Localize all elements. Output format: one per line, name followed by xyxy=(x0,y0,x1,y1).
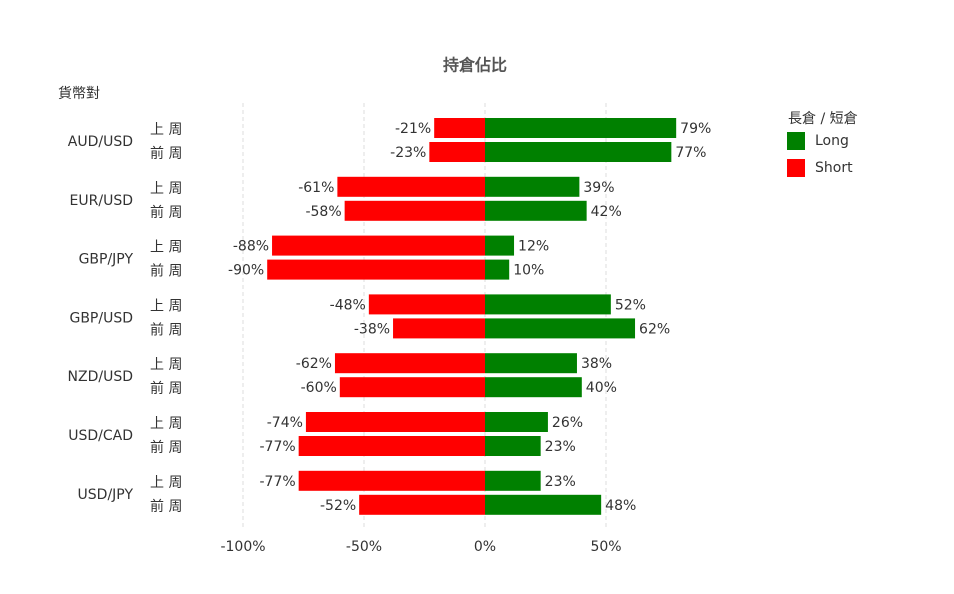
bar xyxy=(485,494,602,515)
value-label: 23% xyxy=(545,474,576,490)
value-label: 62% xyxy=(639,321,670,337)
legend-swatch xyxy=(787,132,805,150)
bar xyxy=(485,436,541,456)
period-label: 前 周 xyxy=(150,204,182,221)
category-label: USD/CAD xyxy=(68,428,133,444)
bar xyxy=(337,176,485,197)
category-label: GBP/JPY xyxy=(79,252,134,268)
period-label: 上 周 xyxy=(150,475,182,491)
value-label: 39% xyxy=(583,180,614,196)
value-label: -23% xyxy=(390,145,426,161)
category-label: GBP/USD xyxy=(69,310,133,326)
bar xyxy=(485,318,636,339)
value-label: -60% xyxy=(301,380,337,396)
category-label: USD/JPY xyxy=(78,487,134,503)
bar xyxy=(298,436,485,456)
value-label: -77% xyxy=(259,439,295,455)
period-label: 上 周 xyxy=(150,416,182,432)
period-label: 上 周 xyxy=(150,298,182,314)
bar xyxy=(359,494,485,515)
legend-label: Short xyxy=(815,160,853,176)
value-label: -52% xyxy=(320,498,356,514)
value-label: -74% xyxy=(267,415,303,431)
value-label: -77% xyxy=(259,474,295,490)
value-label: -58% xyxy=(305,204,341,220)
value-label: 48% xyxy=(605,498,636,514)
value-label: 52% xyxy=(615,297,646,313)
value-label: -90% xyxy=(228,263,264,279)
x-tick-label: 0% xyxy=(474,539,496,555)
value-label: 79% xyxy=(680,121,711,137)
period-label: 上 周 xyxy=(150,181,182,197)
value-label: -62% xyxy=(296,356,332,372)
bar xyxy=(485,118,677,138)
period-label: 上 周 xyxy=(150,357,182,373)
chart-title: 持倉佔比 xyxy=(443,56,507,75)
bar xyxy=(267,259,485,280)
bar xyxy=(485,377,582,398)
x-tick-label: 50% xyxy=(590,539,621,555)
value-label: -21% xyxy=(395,121,431,137)
value-label: 10% xyxy=(513,263,544,279)
bar xyxy=(434,118,485,138)
bar xyxy=(485,353,577,374)
value-label: 12% xyxy=(518,239,549,255)
y-axis-label: 貨幣對 xyxy=(58,85,100,102)
period-label: 前 周 xyxy=(150,439,182,456)
value-label: 23% xyxy=(545,439,576,455)
x-tick-label: -50% xyxy=(346,539,382,555)
period-label: 上 周 xyxy=(150,122,182,138)
bar xyxy=(485,259,510,280)
category-label: NZD/USD xyxy=(68,369,133,385)
bar xyxy=(485,176,580,197)
category-label: EUR/USD xyxy=(70,193,133,209)
x-tick-label: -100% xyxy=(220,539,265,555)
value-label: 77% xyxy=(675,145,706,161)
bar xyxy=(485,294,611,315)
value-label: 40% xyxy=(586,380,617,396)
legend-title: 長倉 / 短倉 xyxy=(788,111,858,127)
bar xyxy=(368,294,485,315)
period-label: 前 周 xyxy=(150,145,182,162)
bar xyxy=(272,235,485,256)
bar xyxy=(344,200,485,221)
period-label: 前 周 xyxy=(150,380,182,397)
value-label: -88% xyxy=(233,239,269,255)
bar xyxy=(485,200,587,221)
legend-swatch xyxy=(787,159,805,177)
period-label: 上 周 xyxy=(150,240,182,256)
value-label: 38% xyxy=(581,356,612,372)
value-label: -61% xyxy=(298,180,334,196)
value-label: 26% xyxy=(552,415,583,431)
bar xyxy=(485,470,541,491)
category-label: AUD/USD xyxy=(68,134,133,150)
legend-label: Long xyxy=(815,133,849,149)
bar xyxy=(429,142,485,162)
bar xyxy=(485,235,515,256)
bar xyxy=(393,318,485,339)
bar xyxy=(485,142,672,162)
bar xyxy=(334,353,485,374)
value-label: 42% xyxy=(591,204,622,220)
bar xyxy=(305,412,485,432)
bar xyxy=(298,470,485,491)
bar xyxy=(339,377,485,398)
value-label: -38% xyxy=(354,321,390,337)
period-label: 前 周 xyxy=(150,263,182,280)
period-label: 前 周 xyxy=(150,321,182,338)
bar xyxy=(485,412,548,432)
value-label: -48% xyxy=(330,297,366,313)
period-label: 前 周 xyxy=(150,498,182,515)
